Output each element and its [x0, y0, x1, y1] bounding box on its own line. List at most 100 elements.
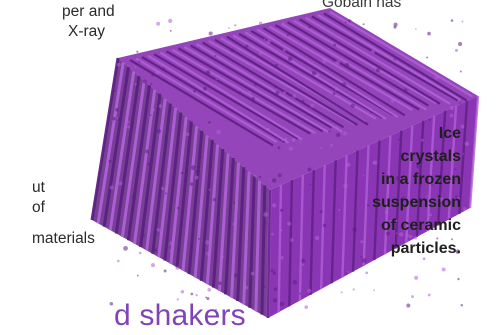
- crystal-texture-speckle: [131, 194, 137, 200]
- crystal-texture-speckle: [117, 118, 121, 122]
- crystal-lamella-right: [468, 95, 480, 209]
- text-fragment-bottom-left-2: of: [32, 199, 45, 216]
- crystal-texture-speckle: [108, 159, 112, 163]
- crystal-lamella-top: [250, 29, 394, 116]
- crystal-lamella-left: [157, 107, 178, 258]
- caption-line: particles.: [390, 240, 461, 257]
- crystal-texture-speckle: [205, 240, 210, 245]
- crystal-texture-speckle: [360, 240, 364, 244]
- crystal-texture-speckle: [345, 62, 350, 67]
- crystal-lamella-top: [293, 19, 437, 105]
- crystal-lamella-top: [256, 28, 399, 118]
- crystal-lamella-left: [145, 98, 167, 251]
- crystal-texture-speckle: [395, 219, 398, 222]
- crystal-texture-speckle: [258, 175, 262, 179]
- crystal-lamella-right: [341, 155, 348, 278]
- crystal-texture-speckle: [398, 138, 400, 141]
- crystal-texture-speckle: [364, 214, 367, 217]
- crystal-texture-speckle: [218, 281, 222, 285]
- crystal-texture-speckle: [292, 93, 297, 99]
- crystal-texture-speckle: [449, 105, 454, 111]
- crystal-texture-speckle: [411, 295, 414, 299]
- crystal-texture-speckle: [314, 235, 320, 241]
- crystal-texture-speckle: [454, 48, 459, 52]
- crystal-texture-speckle: [402, 88, 408, 93]
- crystal-texture-speckle: [370, 111, 372, 114]
- crystal-texture-speckle: [252, 101, 254, 104]
- crystal-lamella-right: [394, 130, 403, 249]
- crystal-texture-speckle: [362, 23, 365, 26]
- crystal-texture-speckle: [259, 51, 263, 56]
- crystal-texture-speckle: [138, 251, 142, 255]
- crystal-texture-speckle: [414, 275, 419, 280]
- crystal-texture-speckle: [301, 99, 305, 103]
- crystal-texture-speckle: [319, 146, 322, 149]
- crystal-texture-speckle: [215, 78, 218, 81]
- crystal-lamella-left: [163, 112, 183, 261]
- crystal-texture-speckle: [346, 162, 351, 167]
- crystal-texture-speckle: [332, 47, 334, 50]
- crystal-texture-speckle: [194, 175, 199, 180]
- crystal-texture-speckle: [116, 62, 121, 67]
- crystal-texture-speckle: [230, 48, 235, 53]
- crystal-lamella-right: [436, 110, 447, 226]
- crystal-texture-speckle: [195, 169, 200, 174]
- crystal-lamella-left: [248, 176, 256, 308]
- crystal-texture-speckle: [344, 21, 347, 24]
- crystal-texture-speckle: [118, 181, 123, 186]
- crystal-texture-speckle: [158, 104, 163, 108]
- crystal-texture-speckle: [451, 238, 454, 241]
- crystal-texture-speckle: [335, 126, 339, 129]
- crystal-texture-speckle: [430, 183, 433, 186]
- crystal-lamella-top: [153, 53, 299, 140]
- crystal-lamella-top: [238, 32, 383, 119]
- crystal-lamella-top: [299, 18, 441, 105]
- crystal-lamella-top: [190, 44, 333, 129]
- crystal-lamella-left: [187, 130, 204, 275]
- crystal-texture-speckle: [439, 197, 444, 202]
- crystal-texture-speckle: [175, 209, 178, 212]
- crystal-texture-speckle: [341, 82, 347, 88]
- crystal-texture-speckle: [428, 153, 432, 157]
- crystal-lamella-top: [208, 40, 356, 126]
- crystal-texture-speckle: [441, 267, 446, 272]
- crystal-lamella-left: [120, 80, 146, 238]
- crystal-texture-speckle: [197, 237, 200, 240]
- crystal-lamella-left: [175, 121, 193, 268]
- crystal-texture-speckle: [347, 19, 352, 23]
- crystal-texture-speckle: [395, 232, 398, 235]
- crystal-texture-speckle: [389, 219, 392, 223]
- crystal-lamella-left: [205, 144, 220, 285]
- crystal-texture-speckle: [450, 19, 454, 22]
- crystal-texture-speckle: [365, 271, 369, 275]
- crystal-texture-speckle: [138, 60, 141, 63]
- crystal-texture-speckle: [342, 131, 347, 136]
- crystal-texture-speckle: [457, 41, 463, 47]
- crystal-texture-speckle: [149, 114, 152, 117]
- crystal-texture-speckle: [372, 65, 375, 68]
- crystal-texture-speckle: [407, 70, 411, 74]
- figure-caption: Ice crystals in a frozen suspension of c…: [321, 122, 461, 260]
- crystal-texture-speckle: [147, 162, 151, 166]
- crystal-texture-speckle: [140, 233, 145, 238]
- section-heading-fragment: d shakers: [114, 299, 246, 332]
- crystal-texture-speckle: [290, 238, 294, 242]
- crystal-texture-speckle: [206, 297, 210, 301]
- text-fragment-bottom-left-3: materials: [32, 230, 95, 247]
- crystal-texture-speckle: [162, 67, 165, 70]
- crystal-texture-speckle: [386, 231, 390, 236]
- crystal-lamella-right: [309, 170, 315, 295]
- crystal-lamella-top: [171, 48, 316, 135]
- text-fragment-top-left-1: per and: [62, 3, 115, 20]
- crystal-lamella-top: [177, 47, 324, 133]
- crystal-texture-speckle: [205, 70, 211, 75]
- crystal-lamella-right: [298, 175, 305, 301]
- crystal-texture-speckle: [350, 103, 355, 108]
- crystal-texture-speckle: [180, 171, 184, 175]
- crystal-texture-speckle: [152, 247, 158, 253]
- crystal-texture-speckle: [185, 132, 190, 137]
- crystal-lamella-top: [268, 25, 413, 111]
- crystal-lamella-top: [305, 16, 451, 105]
- text-fragment-top-right: Gobain has: [322, 0, 402, 11]
